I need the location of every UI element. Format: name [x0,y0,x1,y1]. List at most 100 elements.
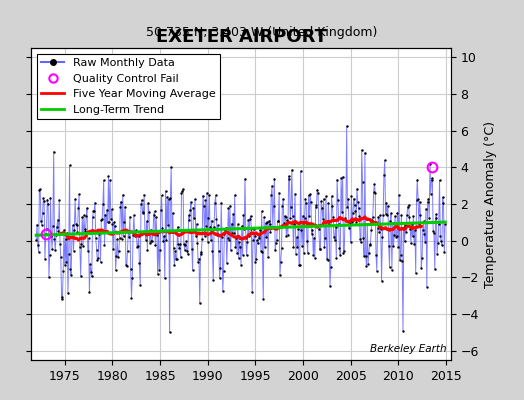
Point [41,256,49,262]
Point [44,201,52,207]
Point [371,190,379,196]
Point [403,211,411,218]
Point [391,213,399,220]
Y-axis label: Temperature Anomaly (°C): Temperature Anomaly (°C) [484,120,497,288]
Point [263,218,271,225]
Point [112,267,120,273]
Point [295,262,303,268]
Point [432,211,441,218]
Point [91,200,99,206]
Point [69,248,78,254]
Point [306,191,314,198]
Point [160,233,168,240]
Point [129,212,138,218]
Point [312,202,321,209]
Point [215,275,224,281]
Point [428,175,436,181]
Point [110,219,118,226]
Point [151,242,159,248]
Point [202,223,210,229]
Point [243,238,252,245]
Point [347,193,356,199]
Point [262,234,270,241]
Point [275,190,283,196]
Point [95,231,103,237]
Point [126,214,134,220]
Point [421,238,430,245]
Point [200,203,208,209]
Point [328,203,336,210]
Point [231,192,239,198]
Point [141,236,150,243]
Point [85,289,94,295]
Point [182,238,190,244]
Point [346,239,355,245]
Point [230,230,238,237]
Point [55,197,63,203]
Point [103,207,111,213]
Point [249,226,258,232]
Point [436,233,444,239]
Point [205,192,213,198]
Point [193,240,202,246]
Point [244,216,253,223]
Point [113,236,122,242]
Point [228,230,236,237]
Point [386,218,395,224]
Point [257,248,265,254]
Point [427,190,435,197]
Point [339,249,347,256]
Point [251,259,259,266]
Point [264,254,272,260]
Point [330,234,338,240]
Point [60,226,68,233]
Point [106,177,114,183]
Point [92,247,101,253]
Point [301,196,310,202]
Point [123,263,131,269]
Point [73,229,82,235]
Point [100,177,108,184]
Point [77,272,85,279]
Point [326,283,334,290]
Point [117,198,125,205]
Point [35,187,43,194]
Point [283,232,292,238]
Point [74,205,82,212]
Point [59,268,68,275]
Point [375,229,384,236]
Point [376,212,384,219]
Point [334,221,343,227]
Point [72,220,80,227]
Point [94,255,102,261]
Point [300,250,308,256]
Point [116,203,125,210]
Point [314,190,322,196]
Point [104,173,113,179]
Point [211,200,219,206]
Point [323,256,332,263]
Point [161,275,169,282]
Point [178,188,187,194]
Point [374,214,383,220]
Point [309,252,318,259]
Point [373,267,381,274]
Point [426,161,434,167]
Point [363,220,372,227]
Point [296,262,304,269]
Point [64,250,73,257]
Point [149,212,158,218]
Point [192,233,200,240]
Point [86,261,94,268]
Point [69,222,77,229]
Point [162,237,171,244]
Point [340,248,348,255]
Point [329,214,337,220]
Point [221,227,230,234]
Point [36,186,45,192]
Point [286,214,294,221]
Point [339,173,347,180]
Point [188,246,196,252]
Point [325,221,333,227]
Point [56,240,64,247]
